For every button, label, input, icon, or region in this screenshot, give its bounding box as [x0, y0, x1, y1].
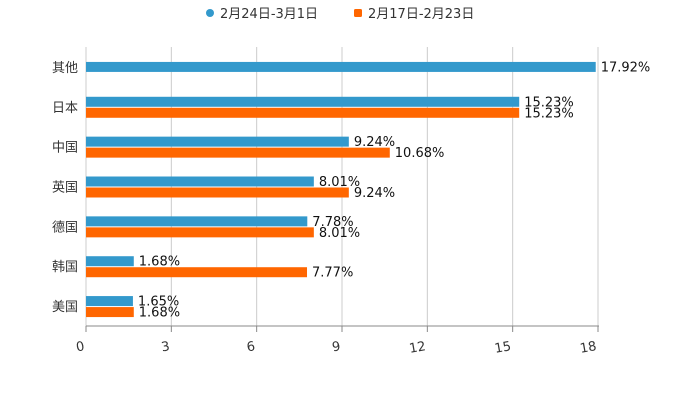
x-tick-label: 12: [408, 339, 427, 357]
data-label-series-1: 15.23%: [524, 95, 574, 110]
category-label: 美国: [52, 300, 78, 315]
x-tick-label: 9: [331, 339, 342, 355]
bars: [86, 61, 596, 318]
bar-series-1[interactable]: [86, 96, 520, 107]
data-label-series-2: 1.68%: [139, 306, 180, 321]
data-label-series-1: 1.68%: [139, 255, 180, 270]
bar-series-1[interactable]: [86, 296, 133, 307]
bar-series-1[interactable]: [86, 176, 314, 187]
legend-label-series-1[interactable]: 2月24日-3月1日: [220, 7, 318, 22]
x-tick-label: 0: [75, 339, 86, 355]
data-label-series-2: 10.68%: [395, 146, 445, 161]
data-label-series-1: 7.78%: [312, 215, 353, 230]
bar-series-2[interactable]: [86, 267, 308, 278]
bar-series-1[interactable]: [86, 216, 308, 227]
data-label-series-2: 9.24%: [354, 186, 395, 201]
legend: 2月24日-3月1日 2月17日-2月23日: [206, 7, 474, 22]
bar-series-2[interactable]: [86, 187, 349, 198]
category-label: 日本: [52, 101, 78, 116]
bar-series-2[interactable]: [86, 107, 520, 118]
category-label: 中国: [52, 141, 78, 156]
category-label: 德国: [52, 220, 78, 235]
x-tick-label: 3: [160, 339, 171, 355]
data-label-series-2: 8.01%: [319, 226, 360, 241]
bar-series-1[interactable]: [86, 256, 134, 267]
data-label-series-1: 17.92%: [601, 60, 651, 75]
category-label: 韩国: [52, 260, 78, 275]
data-labels: 其他 17.92%日本 15.23%15.23%中国 9.24%10.68%英国 8.0…: [52, 60, 650, 320]
x-tick-label: 15: [493, 339, 512, 357]
legend-marker-series-1[interactable]: [206, 9, 214, 17]
data-label-series-1: 8.01%: [319, 175, 360, 190]
bar-series-1[interactable]: [86, 136, 349, 147]
category-label: 英国: [52, 181, 78, 196]
data-label-series-2: 15.23%: [524, 106, 574, 121]
category-label: 其他: [52, 61, 78, 76]
x-axis: 0 3 6 9 12 15 18: [75, 325, 599, 357]
bar-series-1[interactable]: [86, 61, 596, 72]
bar-series-2[interactable]: [86, 147, 390, 158]
bar-series-2[interactable]: [86, 227, 314, 238]
x-tick-label: 6: [246, 339, 257, 355]
legend-marker-series-2[interactable]: [354, 9, 362, 17]
bar-series-2[interactable]: [86, 307, 134, 318]
x-tick-label: 18: [579, 339, 598, 357]
data-label-series-1: 1.65%: [138, 295, 179, 310]
legend-label-series-2[interactable]: 2月17日-2月23日: [368, 7, 474, 22]
data-label-series-1: 9.24%: [354, 135, 395, 150]
data-label-series-2: 7.77%: [312, 266, 353, 281]
